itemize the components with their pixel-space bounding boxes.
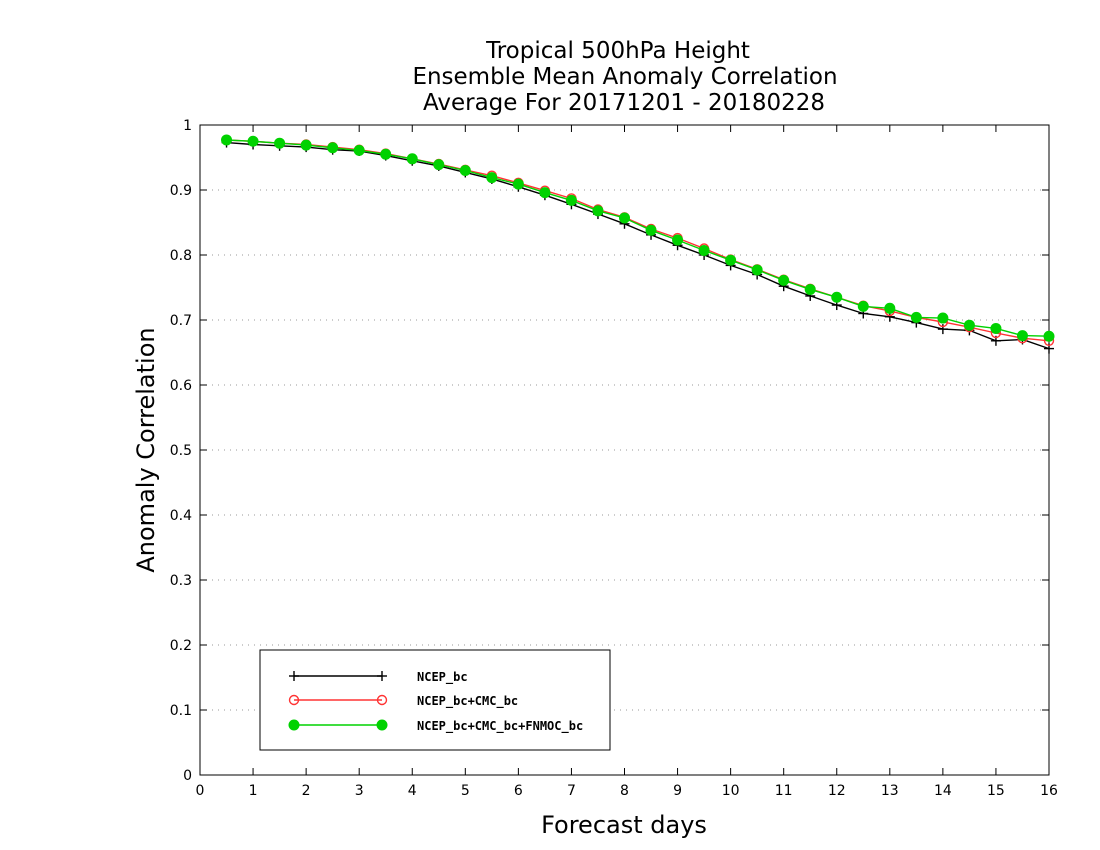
chart-title: Tropical 500hPa Height Ensemble Mean Ano… [412,38,837,116]
legend-marker [377,671,387,681]
legend-items: NCEP_bc NCEP_bc+CMC_bc NCEP_bc+CMC_bc+FNMO… [288,670,583,734]
legend-label: NCEP_bc+CMC_bc [417,694,518,709]
x-tick-label: 2 [302,783,311,799]
legend-item: NCEP_bc+CMC_bc+FNMOC_bc [288,719,583,734]
x-tick-label: 3 [355,783,364,799]
data-point [221,134,233,146]
series-1 [221,137,1054,354]
data-point [751,264,763,276]
data-point [539,187,551,199]
x-tick-label: 0 [196,783,205,799]
y-tick-label: 0.6 [170,378,192,394]
data-point [406,153,418,165]
data-point [1016,330,1028,342]
data-point [910,311,922,323]
data-point [380,148,392,160]
x-tick-label: 15 [987,783,1005,799]
data-point [619,212,630,224]
data-point [353,144,365,156]
legend-marker [288,694,300,706]
data-point [247,135,259,147]
y-axis-ticks: 0 0.1 0.2 0.3 0.4 0.5 0.6 0.7 0.8 0.9 1 [170,118,1049,784]
y-tick-label: 0 [183,768,192,784]
data-point [327,142,339,154]
y-tick-label: 0.2 [170,638,192,654]
x-tick-label: 6 [514,783,523,799]
data-point [831,291,843,303]
data-point [857,300,869,312]
x-tick-label: 4 [408,783,417,799]
data-point [645,224,657,236]
data-point [565,194,577,206]
x-tick-label: 12 [828,783,846,799]
legend-marker [376,719,388,731]
x-tick-label: 9 [673,783,682,799]
y-tick-label: 0.7 [170,313,192,329]
y-tick-label: 0.3 [170,573,192,589]
x-tick-label: 7 [567,783,576,799]
y-tick-label: 0.1 [170,703,192,719]
y-axis-title: Anomaly Correlation [132,327,160,572]
data-point [512,178,524,190]
x-axis-title: Forecast days [541,811,707,839]
data-point [486,172,498,184]
title-line-2: Ensemble Mean Anomaly Correlation [412,64,837,90]
legend-marker [376,694,388,706]
legend: NCEP_bc NCEP_bc+CMC_bc NCEP_bc+CMC_bc+FNMO… [259,649,611,751]
data-point [274,137,286,149]
data-point [592,205,604,217]
x-tick-label: 1 [249,783,258,799]
x-axis-ticks: 0 1 2 3 4 5 6 7 8 9 10 11 12 13 14 15 16 [196,125,1058,799]
series-line [226,139,1050,337]
y-tick-label: 1 [183,118,192,134]
title-line-3: Average For 20171201 - 20180228 [423,90,825,116]
y-tick-label: 0.9 [170,183,192,199]
legend-label: NCEP_bc [417,670,468,685]
title-line-1: Tropical 500hPa Height [485,38,750,64]
legend-marker [288,719,300,731]
data-point [1043,330,1055,342]
y-tick-label: 0.4 [170,508,192,524]
data-point [698,244,710,256]
data-point [963,319,975,331]
legend-label: NCEP_bc+CMC_bc+FNMOC_bc [417,719,583,734]
data-point [804,283,816,295]
legend-item: NCEP_bc+CMC_bc [288,694,518,709]
data-point [990,322,1002,334]
y-tick-label: 0.8 [170,248,192,264]
data-point [433,159,445,171]
data-point [884,302,896,314]
series-3 [221,134,1055,342]
series-layer [221,134,1055,354]
series-2 [221,134,1055,346]
x-tick-label: 10 [722,783,740,799]
y-tick-label: 0.5 [170,443,192,459]
legend-marker [289,671,299,681]
data-point [300,139,312,151]
data-point [459,165,471,176]
data-point [937,312,949,324]
legend-item: NCEP_bc [289,670,468,685]
data-point [672,234,684,246]
data-point [725,254,737,266]
x-tick-label: 13 [881,783,899,799]
x-tick-label: 11 [775,783,793,799]
series-line [226,139,1050,342]
data-point [778,274,790,286]
x-tick-label: 5 [461,783,470,799]
x-tick-label: 14 [934,783,952,799]
x-tick-label: 8 [620,783,629,799]
x-tick-label: 16 [1040,783,1058,799]
